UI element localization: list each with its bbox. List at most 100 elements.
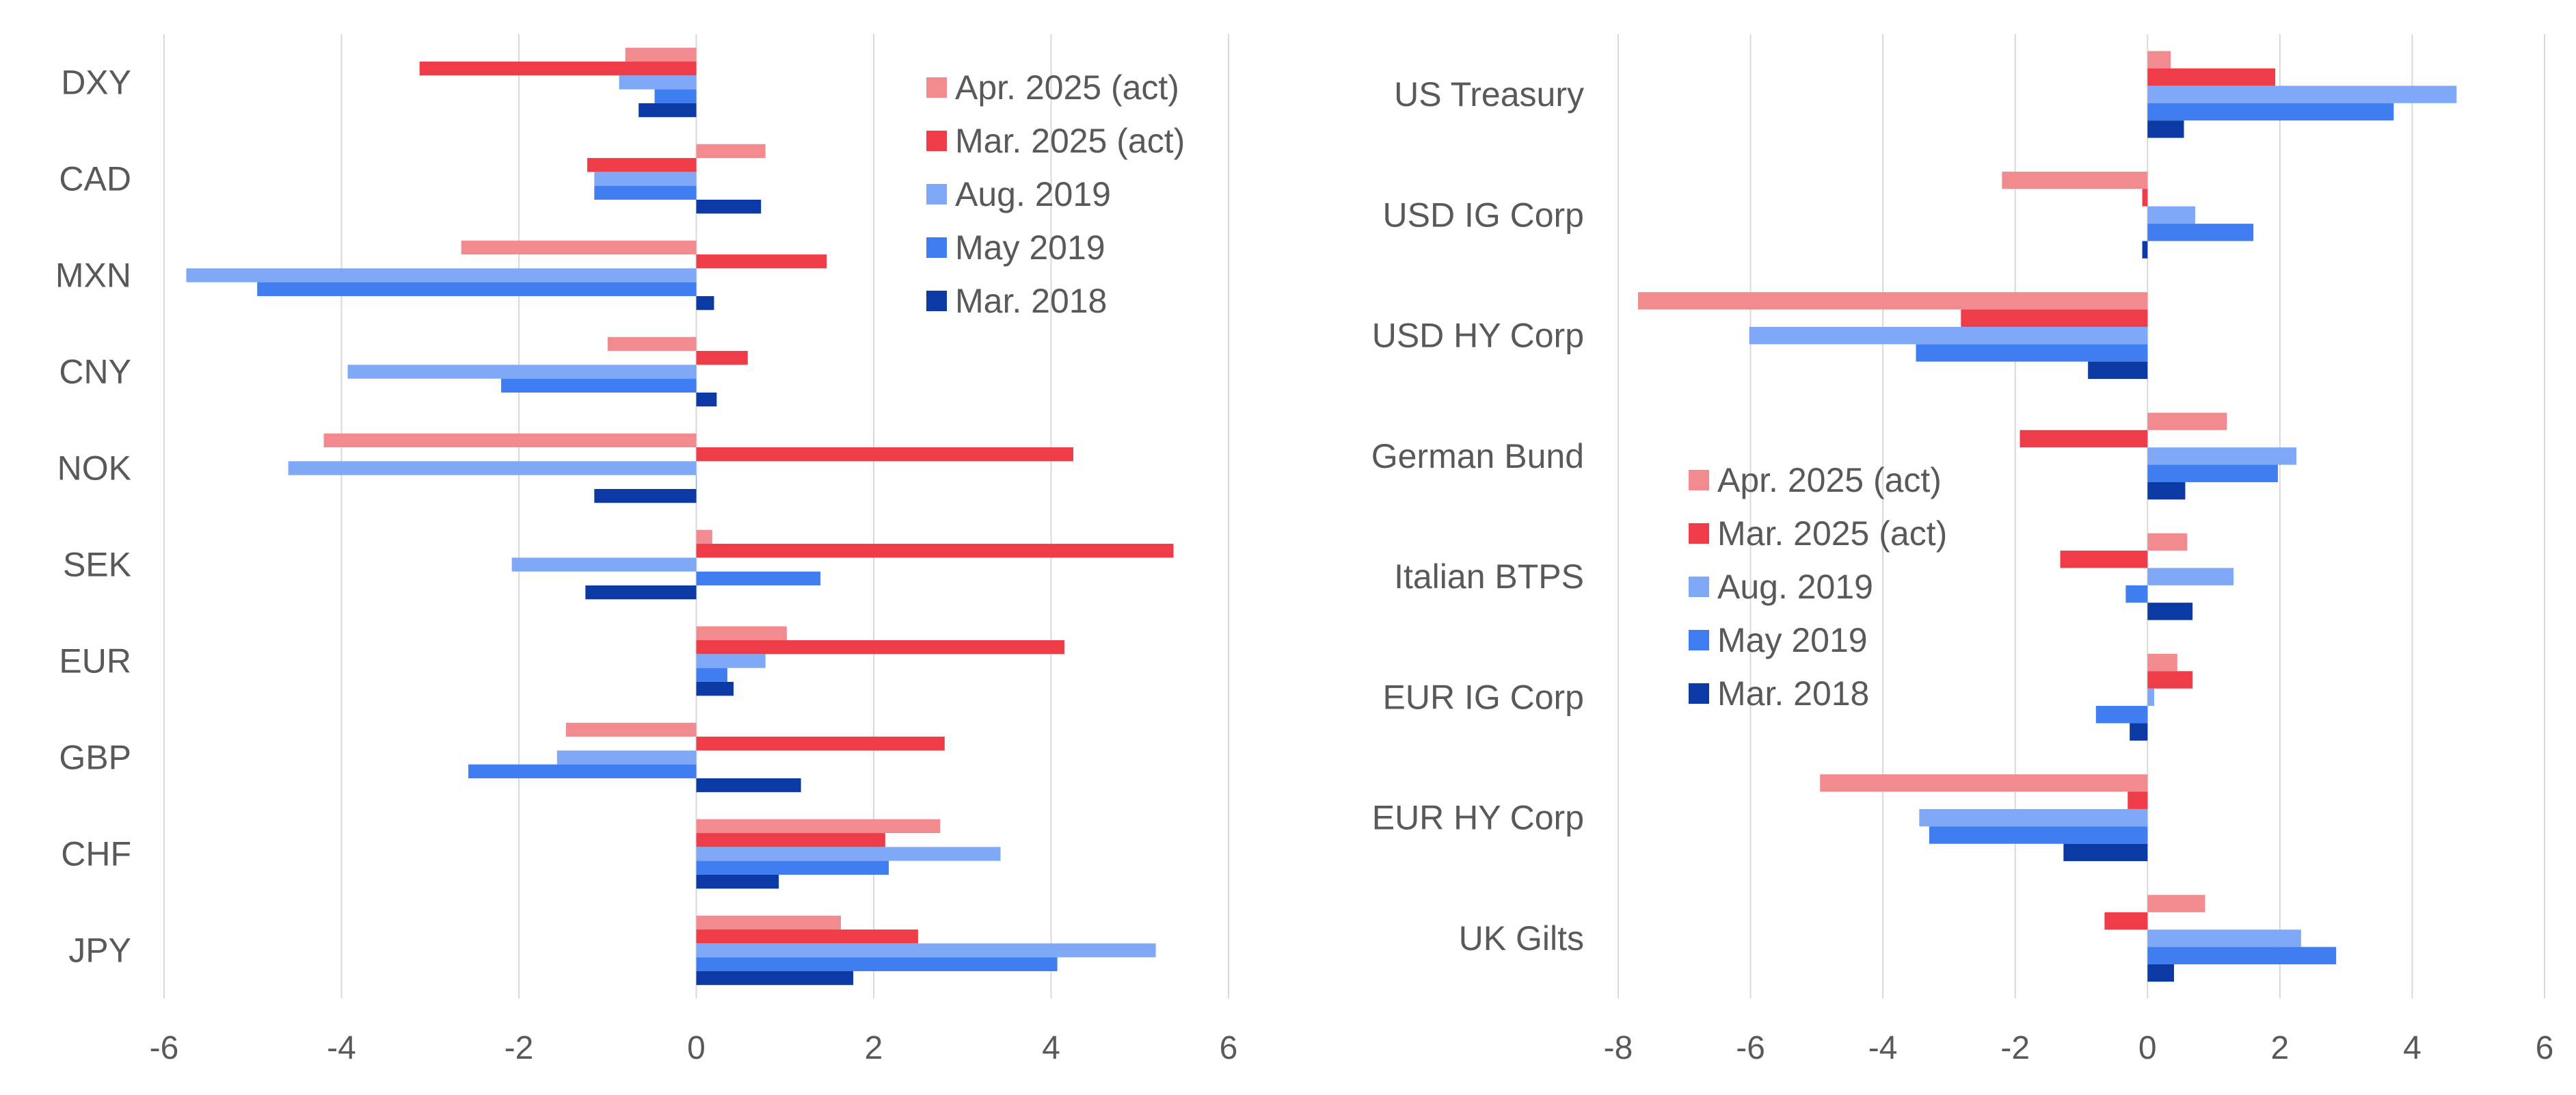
bar-german-bund-mar-2025-act bbox=[2020, 430, 2148, 448]
legend-swatch-apr-2025-act bbox=[1689, 470, 1709, 490]
legend-label-may-2019: May 2019 bbox=[1717, 621, 1868, 659]
chart-2: -8 -6 -4 -2 0 2 4 6 US Treasury USD IG Corp USD HY… bbox=[1371, 34, 2553, 1066]
bar-usd-hy-corp-apr-2025-act bbox=[1638, 292, 2148, 310]
bar-chf-aug-2019 bbox=[696, 847, 1001, 861]
bar-uk-gilts-apr-2025-act bbox=[2147, 895, 2205, 912]
bar-chf-mar-2025-act bbox=[696, 833, 885, 847]
bar-cad-mar-2018 bbox=[696, 199, 762, 214]
legend-swatch-mar-2018 bbox=[926, 291, 947, 311]
bar-eur-ig-corp-apr-2025-act bbox=[2147, 653, 2177, 672]
bar-german-bund-mar-2018 bbox=[2147, 481, 2186, 500]
bar-chf-may-2019 bbox=[696, 860, 889, 875]
bar-eur-apr-2025-act bbox=[696, 626, 787, 641]
bar-cad-mar-2025-act bbox=[587, 158, 697, 172]
legend-swatch-aug-2019 bbox=[926, 184, 947, 205]
legend-label-aug-2019: Aug. 2019 bbox=[1717, 568, 1873, 606]
bar-cny-apr-2025-act bbox=[607, 337, 697, 352]
legend-label-apr-2025-act: Apr. 2025 (act) bbox=[955, 68, 1179, 107]
legend-swatch-may-2019 bbox=[926, 237, 947, 258]
bar-cny-may-2019 bbox=[501, 378, 697, 393]
bar-cny-mar-2025-act bbox=[696, 351, 748, 365]
category-label-usd-ig-corp: USD IG Corp bbox=[1382, 196, 1584, 234]
bar-jpy-mar-2025-act bbox=[696, 929, 918, 944]
bar-usd-ig-corp-mar-2025-act bbox=[2142, 189, 2148, 207]
bar-mxn-apr-2025-act bbox=[461, 240, 697, 255]
bar-uk-gilts-mar-2025-act bbox=[2104, 912, 2148, 930]
legend-label-may-2019: May 2019 bbox=[955, 228, 1105, 267]
x-tick-labels: -6 -4 -2 0 2 4 6 bbox=[150, 1030, 1238, 1066]
bar-dxy-apr-2025-act bbox=[625, 47, 697, 62]
bar-sek-aug-2019 bbox=[511, 557, 697, 572]
x-tick-label: -6 bbox=[1736, 1030, 1765, 1066]
bar-mxn-aug-2019 bbox=[186, 268, 697, 282]
bar-eur-ig-corp-may-2019 bbox=[2095, 706, 2148, 724]
bar-gbp-aug-2019 bbox=[556, 750, 697, 765]
bar-eur-aug-2019 bbox=[696, 654, 766, 668]
category-label-eur-hy-corp: EUR HY Corp bbox=[1372, 799, 1584, 837]
bar-gbp-may-2019 bbox=[468, 764, 697, 778]
bar-mxn-mar-2025-act bbox=[696, 254, 827, 269]
bar-eur-ig-corp-mar-2018 bbox=[2130, 723, 2148, 741]
bar-german-bund-aug-2019 bbox=[2147, 447, 2297, 465]
legend-label-aug-2019: Aug. 2019 bbox=[955, 175, 1111, 213]
bar-gbp-mar-2025-act bbox=[696, 737, 945, 751]
legend-label-mar-2018: Mar. 2018 bbox=[1717, 674, 1869, 713]
bar-italian-btps-mar-2025-act bbox=[2060, 551, 2148, 568]
x-tick-label: 0 bbox=[2138, 1030, 2157, 1066]
bar-eur-hy-corp-may-2019 bbox=[1929, 826, 2148, 844]
chart-1: -6 -4 -2 0 2 4 6 DXY CAD MXN CNY NOK SEK EUR GBP CHF JPY… bbox=[55, 34, 1237, 1066]
bar-chf-apr-2025-act bbox=[696, 819, 941, 834]
bar-us-treasury-may-2019 bbox=[2147, 103, 2394, 121]
category-label-uk-gilts: UK Gilts bbox=[1459, 919, 1584, 958]
bar-uk-gilts-aug-2019 bbox=[2147, 929, 2301, 947]
legend: Apr. 2025 (act) Mar. 2025 (act) Aug. 2019 M… bbox=[926, 68, 1185, 320]
bar-us-treasury-aug-2019 bbox=[2147, 85, 2457, 103]
x-tick-label: -6 bbox=[150, 1030, 179, 1066]
bar-jpy-may-2019 bbox=[696, 957, 1058, 971]
category-label-chf: CHF bbox=[61, 835, 131, 873]
bar-us-treasury-apr-2025-act bbox=[2147, 51, 2171, 69]
legend-label-mar-2025-act: Mar. 2025 (act) bbox=[955, 122, 1185, 160]
legend-label-apr-2025-act: Apr. 2025 (act) bbox=[1717, 461, 1942, 499]
x-tick-label: 0 bbox=[687, 1030, 706, 1066]
bar-nok-apr-2025-act bbox=[323, 433, 697, 448]
bar-eur-ig-corp-aug-2019 bbox=[2147, 688, 2154, 707]
bar-eur-ig-corp-mar-2025-act bbox=[2147, 671, 2193, 689]
bar-nok-mar-2025-act bbox=[696, 447, 1073, 462]
bar-usd-ig-corp-may-2019 bbox=[2147, 224, 2254, 241]
bars bbox=[186, 47, 1174, 986]
bar-cad-apr-2025-act bbox=[696, 144, 766, 159]
bar-jpy-mar-2018 bbox=[696, 971, 854, 986]
category-label-mxn: MXN bbox=[55, 256, 131, 295]
bar-mxn-may-2019 bbox=[257, 282, 697, 296]
bar-us-treasury-mar-2025-act bbox=[2147, 68, 2276, 86]
category-label-cny: CNY bbox=[59, 353, 131, 391]
legend-swatch-mar-2025-act bbox=[1689, 523, 1709, 544]
bar-sek-mar-2018 bbox=[585, 585, 697, 600]
bar-italian-btps-apr-2025-act bbox=[2147, 533, 2188, 551]
category-label-eur-ig-corp: EUR IG Corp bbox=[1382, 678, 1584, 716]
legend-label-mar-2018: Mar. 2018 bbox=[955, 282, 1107, 320]
bar-italian-btps-may-2019 bbox=[2125, 585, 2148, 603]
bar-dxy-may-2019 bbox=[654, 89, 697, 103]
bar-german-bund-may-2019 bbox=[2147, 464, 2278, 482]
category-label-german-bund: German Bund bbox=[1371, 437, 1584, 475]
legend-swatch-may-2019 bbox=[1689, 630, 1709, 650]
bar-mxn-mar-2018 bbox=[696, 295, 714, 311]
bar-us-treasury-mar-2018 bbox=[2147, 120, 2184, 138]
x-tick-label: 2 bbox=[2271, 1030, 2290, 1066]
bar-dxy-mar-2025-act bbox=[419, 62, 697, 76]
x-tick-label: -2 bbox=[505, 1030, 534, 1066]
x-tick-label: 4 bbox=[1042, 1030, 1060, 1066]
bar-usd-hy-corp-mar-2025-act bbox=[1961, 309, 2148, 327]
bar-sek-mar-2025-act bbox=[696, 544, 1174, 558]
bar-eur-mar-2025-act bbox=[696, 640, 1064, 655]
bar-eur-hy-corp-apr-2025-act bbox=[1820, 774, 2148, 792]
bar-cny-mar-2018 bbox=[696, 392, 717, 407]
bar-dxy-mar-2018 bbox=[639, 103, 697, 118]
bar-sek-apr-2025-act bbox=[696, 529, 712, 544]
bar-uk-gilts-may-2019 bbox=[2147, 947, 2337, 964]
bar-gbp-mar-2018 bbox=[696, 778, 801, 793]
bar-usd-ig-corp-aug-2019 bbox=[2147, 206, 2195, 224]
